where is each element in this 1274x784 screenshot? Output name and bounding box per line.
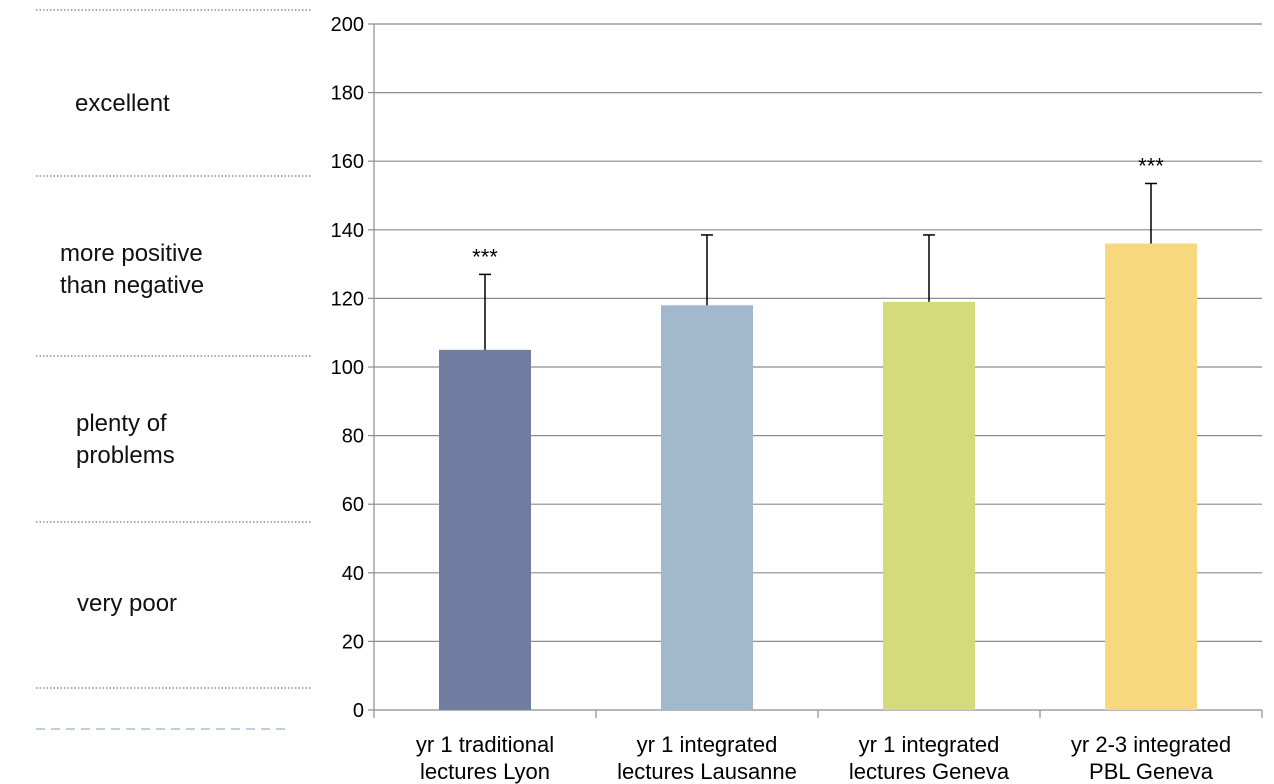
y-tick-label: 80 <box>342 426 364 448</box>
rating-band-label: more positive than negative <box>60 238 204 302</box>
category-label: yr 1 traditional lectures Lyon <box>416 732 554 784</box>
bar <box>661 305 753 710</box>
y-tick-label: 160 <box>331 151 364 173</box>
y-tick-label: 100 <box>331 357 364 379</box>
rating-band-label: very poor <box>77 588 177 620</box>
rating-band-label-line: plenty of <box>76 410 167 437</box>
labels: 0 20 40 60 80 100 120 140 160 180 200 *** yr 1 tradi… <box>331 14 1231 784</box>
bar <box>1105 243 1197 710</box>
y-tick-label: 20 <box>342 631 364 653</box>
rating-band-label: excellent <box>75 88 170 120</box>
rating-band-label-line: excellent <box>75 90 170 117</box>
bar <box>439 349 531 710</box>
significance-label: *** <box>472 244 498 269</box>
bars <box>439 243 1197 710</box>
rating-band-label-line: more positive <box>60 240 203 267</box>
y-tick-label: 140 <box>331 220 364 242</box>
y-tick-label: 40 <box>342 563 364 585</box>
rating-band-dividers <box>36 9 312 730</box>
rating-band-label-line: very poor <box>77 590 178 617</box>
y-tick-label: 180 <box>331 83 364 105</box>
y-tick-label: 0 <box>353 700 364 722</box>
rating-band-label-line: problems <box>76 442 175 469</box>
error-bars <box>479 182 1157 350</box>
y-tick-label: 120 <box>331 288 364 310</box>
category-label: yr 1 integrated lectures Lausanne <box>617 732 797 784</box>
rating-band-label-line: than negative <box>60 272 205 299</box>
bar <box>883 301 975 710</box>
category-label: yr 2-3 integrated PBL Geneva <box>1071 732 1231 784</box>
significance-label: *** <box>1138 153 1164 178</box>
y-tick-label: 60 <box>342 494 364 516</box>
y-tick-label: 200 <box>331 14 364 36</box>
category-label: yr 1 integrated lectures Geneva <box>849 732 1010 784</box>
rating-band-label: plenty of problems <box>76 408 175 472</box>
